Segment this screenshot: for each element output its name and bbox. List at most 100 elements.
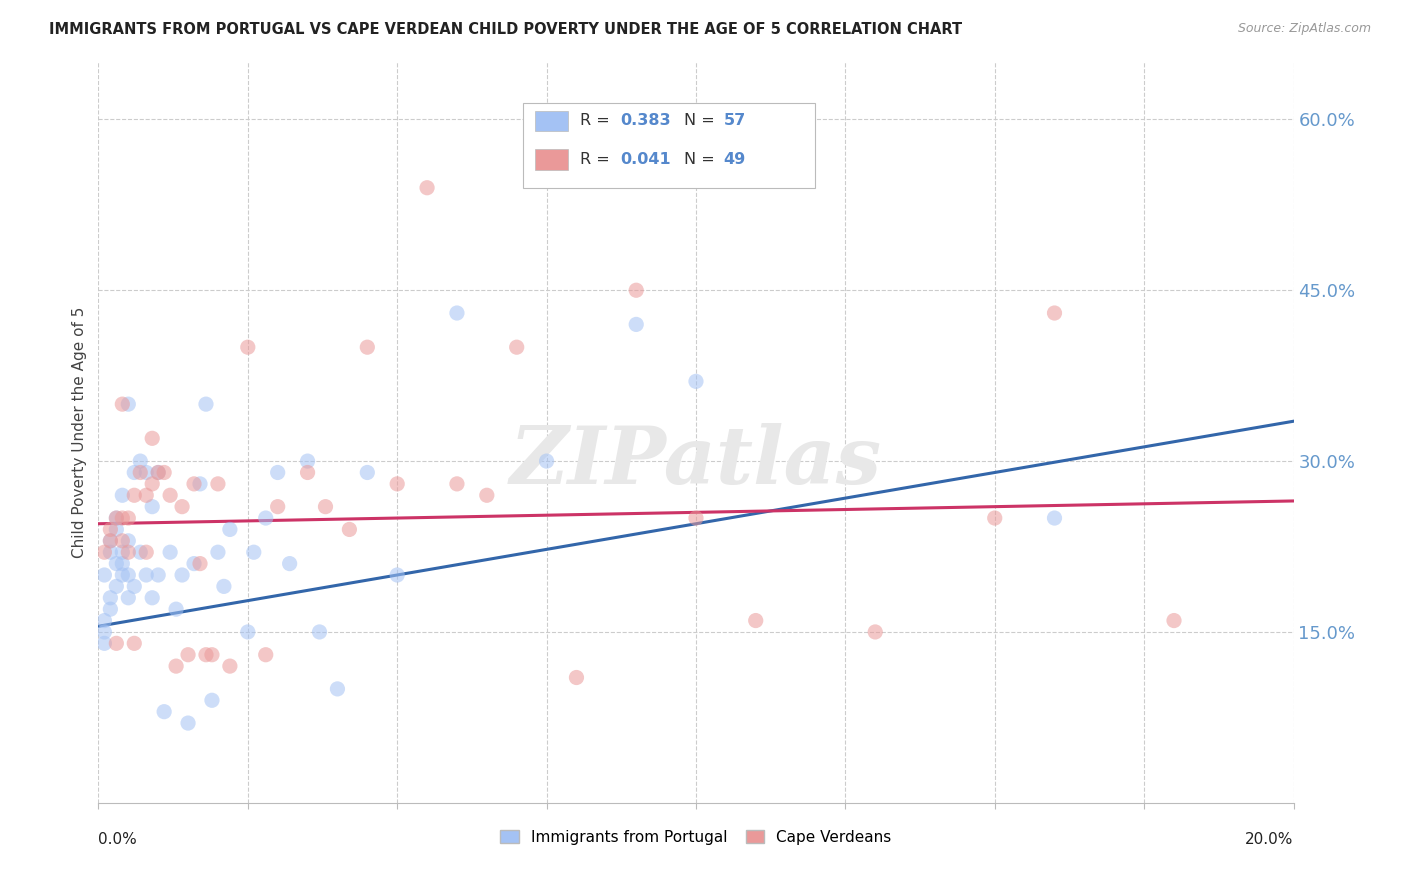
Point: [685, 511, 707, 525]
Point: [105, 636, 128, 650]
Point: [111, 397, 134, 411]
Point: [188, 476, 211, 491]
Point: [416, 180, 439, 194]
Point: [105, 523, 128, 537]
Point: [117, 545, 139, 559]
Point: [1043, 306, 1066, 320]
Point: [111, 511, 134, 525]
Point: [141, 591, 163, 605]
Point: [177, 716, 200, 731]
Point: [201, 693, 224, 707]
Point: [129, 466, 152, 480]
Point: [236, 624, 259, 639]
Point: [93, 545, 115, 559]
Point: [105, 579, 128, 593]
Point: [356, 340, 378, 354]
Point: [339, 523, 361, 537]
Point: [219, 659, 242, 673]
Point: [111, 568, 134, 582]
Point: [93, 614, 115, 628]
Point: [129, 454, 152, 468]
Text: 49: 49: [724, 152, 745, 167]
Point: [111, 557, 134, 571]
Point: [117, 533, 139, 548]
Text: 20.0%: 20.0%: [1246, 832, 1294, 847]
Point: [117, 397, 139, 411]
Point: [93, 568, 115, 582]
Point: [98, 523, 122, 537]
Point: [685, 375, 707, 389]
Point: [172, 500, 194, 514]
Point: [297, 466, 319, 480]
Point: [124, 488, 146, 502]
Point: [141, 500, 163, 514]
Point: [111, 533, 134, 548]
Point: [475, 488, 498, 502]
Point: [506, 340, 529, 354]
Point: [254, 648, 277, 662]
Point: [105, 511, 128, 525]
Point: [93, 624, 115, 639]
Point: [111, 545, 134, 559]
Point: [135, 466, 157, 480]
Point: [141, 431, 163, 445]
Point: [159, 545, 181, 559]
Text: 0.0%: 0.0%: [98, 832, 138, 847]
Point: [446, 306, 468, 320]
Point: [117, 511, 139, 525]
Point: [135, 568, 157, 582]
Point: [153, 705, 176, 719]
Point: [565, 671, 588, 685]
Point: [1163, 614, 1185, 628]
Point: [745, 614, 768, 628]
Point: [984, 511, 1007, 525]
Point: [124, 466, 146, 480]
Text: R =: R =: [581, 113, 614, 128]
Point: [124, 636, 146, 650]
Text: N =: N =: [685, 152, 720, 167]
FancyBboxPatch shape: [534, 111, 568, 131]
Point: [183, 557, 205, 571]
Point: [188, 557, 211, 571]
Point: [207, 476, 229, 491]
Point: [124, 579, 146, 593]
Point: [315, 500, 337, 514]
Point: [153, 466, 176, 480]
Point: [356, 466, 378, 480]
Point: [93, 636, 115, 650]
Y-axis label: Child Poverty Under the Age of 5: Child Poverty Under the Age of 5: [72, 307, 87, 558]
Point: [212, 579, 235, 593]
Point: [207, 545, 229, 559]
Point: [159, 488, 181, 502]
Point: [195, 397, 218, 411]
Point: [254, 511, 277, 525]
Text: 0.383: 0.383: [620, 113, 671, 128]
Point: [165, 659, 187, 673]
FancyBboxPatch shape: [523, 103, 815, 188]
Point: [98, 533, 122, 548]
Point: [98, 545, 122, 559]
Point: [195, 648, 218, 662]
Text: ZIPatlas: ZIPatlas: [510, 424, 882, 501]
Point: [243, 545, 266, 559]
Point: [141, 476, 163, 491]
Point: [385, 568, 409, 582]
Point: [236, 340, 259, 354]
Point: [1043, 511, 1066, 525]
Point: [135, 545, 157, 559]
Point: [326, 681, 349, 696]
Point: [308, 624, 330, 639]
Text: Source: ZipAtlas.com: Source: ZipAtlas.com: [1237, 22, 1371, 36]
Text: 57: 57: [724, 113, 745, 128]
Point: [105, 511, 128, 525]
Point: [201, 648, 224, 662]
Text: IMMIGRANTS FROM PORTUGAL VS CAPE VERDEAN CHILD POVERTY UNDER THE AGE OF 5 CORREL: IMMIGRANTS FROM PORTUGAL VS CAPE VERDEAN…: [49, 22, 962, 37]
Point: [111, 488, 134, 502]
Text: N =: N =: [685, 113, 720, 128]
Point: [267, 500, 290, 514]
Point: [117, 591, 139, 605]
Point: [148, 466, 170, 480]
Point: [98, 602, 122, 616]
Point: [165, 602, 187, 616]
Point: [98, 533, 122, 548]
